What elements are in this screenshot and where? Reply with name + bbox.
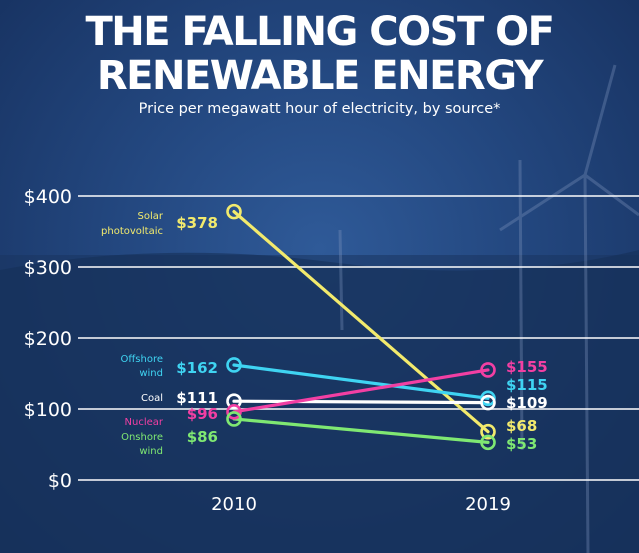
series-name-solar: Solar (138, 211, 164, 222)
series-name-coal: Coal (141, 393, 163, 404)
data-point-nuclear-2019 (480, 362, 496, 378)
y-tick-label: $200 (24, 328, 72, 350)
series-name-onshore: wind (139, 446, 163, 457)
y-tick-label: $400 (24, 186, 72, 208)
series-lines (232, 210, 490, 444)
data-points (226, 203, 496, 451)
data-label-onshore-2010: $86 (187, 428, 218, 446)
data-label-offshore-2010: $162 (176, 359, 218, 377)
data-label-onshore-2019: $53 (506, 435, 537, 453)
data-label-coal-2010: $111 (176, 389, 218, 407)
page-subtitle: Price per megawatt hour of electricity, … (138, 101, 501, 117)
data-label-solar-2019: $68 (506, 417, 537, 435)
data-point-nuclear-2010 (226, 404, 242, 420)
data-point-onshore-2010 (226, 411, 242, 427)
series-line-offshore (232, 363, 490, 400)
series-name-solar: photovoltaic (101, 226, 163, 237)
data-point-offshore-2010 (226, 357, 242, 373)
page-title-line-2: RENEWABLE ENERGY (96, 53, 544, 99)
grid-lines (78, 195, 639, 481)
data-point-solar-2019 (480, 423, 496, 440)
series-name-offshore: wind (139, 368, 163, 379)
x-tick-label: 2010 (211, 494, 257, 515)
series-name-offshore: Offshore (121, 354, 163, 365)
y-tick-label: $0 (48, 470, 72, 492)
series-name-nuclear: Nuclear (125, 417, 164, 428)
data-label-coal-2019: $109 (506, 394, 548, 412)
data-point-coal-2019 (480, 394, 496, 411)
data-label-nuclear-2019: $155 (506, 358, 548, 376)
series-line-solar (232, 210, 490, 434)
series-line-coal (232, 399, 490, 405)
page-title-line-1: THE FALLING COST OF (85, 9, 555, 55)
x-tick-label: 2019 (465, 494, 511, 515)
data-label-nuclear-2010: $96 (187, 405, 218, 423)
data-label-offshore-2019: $115 (506, 376, 548, 394)
data-point-onshore-2019 (480, 434, 496, 451)
series-line-onshore (232, 417, 490, 444)
data-point-solar-2010 (226, 203, 242, 220)
data-labels: $378 $68 Solar photovoltaic $162 $115 Offshore… (101, 211, 548, 457)
data-label-solar-2010: $378 (176, 214, 218, 232)
y-tick-label: $300 (24, 257, 72, 279)
series-name-onshore: Onshore (121, 432, 163, 443)
y-axis: $0 $100 $200 $300 $400 (24, 186, 72, 492)
y-tick-label: $100 (24, 399, 72, 421)
data-point-coal-2010 (226, 393, 242, 409)
x-axis: 2010 2019 (211, 494, 511, 515)
series-line-nuclear (232, 368, 490, 414)
